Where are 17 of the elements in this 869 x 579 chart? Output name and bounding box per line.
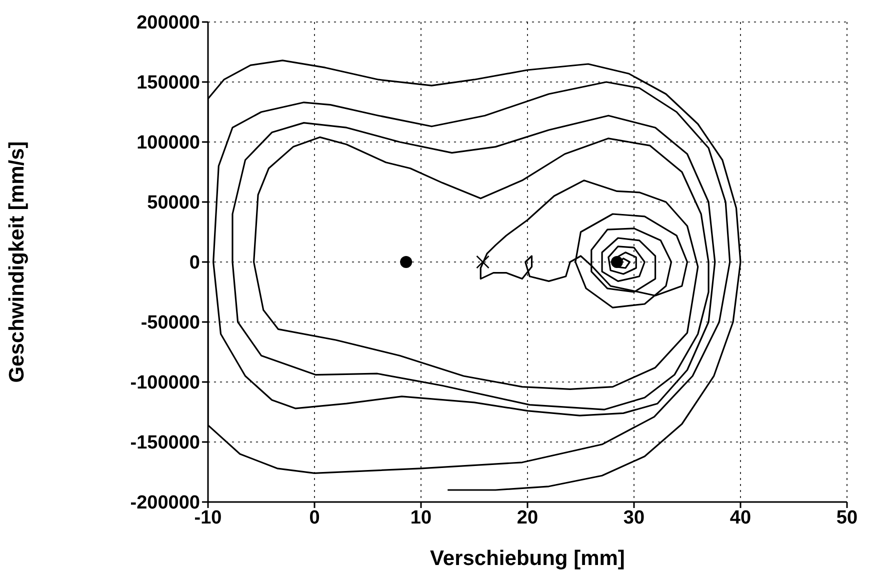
y-axis-title: Geschwindigkeit [mm/s] bbox=[5, 141, 28, 383]
x-tick-label: 50 bbox=[836, 507, 858, 528]
x-tick-label: 40 bbox=[730, 507, 752, 528]
y-tick-label: -100000 bbox=[130, 372, 200, 394]
x-tick-label: 30 bbox=[623, 507, 645, 528]
x-tick-label: 20 bbox=[516, 507, 538, 528]
y-tick-label: 100000 bbox=[136, 132, 200, 154]
x-tick-label: 0 bbox=[309, 507, 320, 528]
y-tick-label: -50000 bbox=[140, 312, 200, 334]
y-tick-label: 50000 bbox=[147, 192, 200, 214]
y-tick-label: 0 bbox=[189, 252, 200, 274]
x-axis-title: Verschiebung [mm] bbox=[430, 547, 625, 570]
y-tick-label: -150000 bbox=[130, 432, 200, 454]
x-tick-label: 10 bbox=[410, 507, 432, 528]
y-tick-label: 150000 bbox=[136, 72, 200, 94]
y-tick-label: 200000 bbox=[136, 12, 200, 34]
y-tick-label: -200000 bbox=[130, 492, 200, 514]
